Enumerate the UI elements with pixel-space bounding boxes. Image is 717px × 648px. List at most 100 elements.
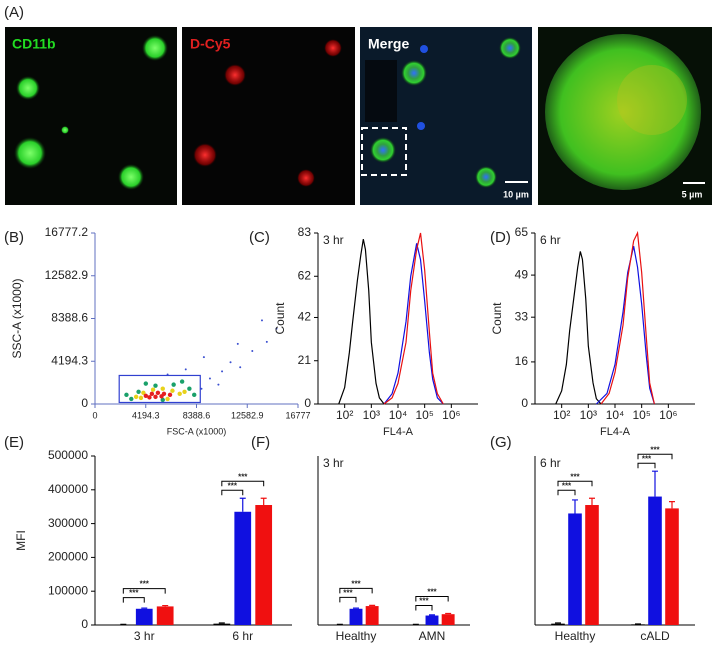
point [208,377,211,380]
x-tick-label: 16777 [285,410,310,420]
significance-label: *** [129,589,139,598]
scale-label: 10 µm [503,189,529,199]
significance-label: *** [642,454,652,463]
point [153,394,158,400]
point [143,381,149,386]
histogram-line [383,232,444,405]
point [192,392,197,398]
y-axis-label: MFI [14,530,28,551]
significance-label: *** [238,472,248,481]
y-tick-label: 83 [298,225,312,239]
y-tick-label: 0 [81,617,88,631]
y-tick-label: 33 [515,309,529,323]
error-bar [162,604,169,607]
point [236,342,239,345]
y-tick-label: 0 [521,396,528,410]
x-tick-label: 12582.9 [231,410,264,420]
point [147,395,152,400]
image-panel: D-Cy5 [182,27,355,205]
panel-label: (D) [490,229,511,246]
significance-label: *** [427,588,437,597]
bar [631,624,645,625]
y-tick-label: 62 [298,268,312,282]
zoom-box [361,127,407,176]
annotation: 6 hr [540,456,561,470]
y-tick-label: 400000 [48,482,88,496]
panel-label: (E) [4,434,24,451]
significance-label: *** [343,589,353,598]
x-tick-label: 6 hr [232,629,253,643]
x-tick-label: 0 [92,410,97,420]
significance-bracket [637,462,656,469]
x-tick-label: 10⁴ [606,408,625,422]
annotation: 6 hr [540,233,561,247]
bar [551,623,565,625]
point [217,383,220,386]
point [275,327,278,330]
y-tick-label: 500000 [48,448,88,462]
error-bar [572,499,578,514]
y-tick-label: 8388.6 [51,311,88,325]
x-tick-label: 10⁴ [389,408,408,422]
image-label: CD11b [12,36,56,52]
cell [499,37,521,59]
x-tick-label: 3 hr [134,629,155,643]
point [133,394,139,400]
cell [224,64,246,86]
x-tick-label: 10⁶ [659,408,677,422]
bar [568,513,582,625]
significance-bracket [415,596,449,602]
image-panel: 5 µm [538,27,712,205]
bar [234,511,252,625]
y-tick-label: 0 [304,396,311,410]
x-tick-label: 10² [336,408,353,422]
y-tick-label: 65 [515,225,529,239]
x-tick-label: 10² [553,408,570,422]
point [150,387,156,392]
point [159,394,164,399]
bar [585,505,599,625]
significance-label: *** [228,481,238,490]
point [143,393,149,399]
y-tick-label: 100000 [48,583,88,597]
point [160,397,165,403]
image-label: D-Cy5 [190,36,231,52]
histogram-line [383,243,444,405]
point [136,389,141,394]
gate [118,374,201,404]
cell [61,126,69,134]
error-bar [353,607,359,609]
y-tick-label: 42 [298,310,312,324]
significance-bracket [221,489,244,496]
y-axis-label: Count [273,302,287,335]
bar [156,606,174,625]
histogram-line [600,230,655,405]
point [138,395,144,401]
annotation: 3 hr [323,233,344,247]
point [179,379,185,384]
point [153,383,158,388]
y-tick-label: 0 [81,396,88,410]
cell [417,122,425,130]
histogram-line [338,239,385,405]
error-bar [669,501,675,509]
image-panel: 10 µm Merge [360,27,532,205]
significance-label: *** [650,445,660,454]
panel-label: (C) [249,229,270,246]
significance-label: *** [570,472,580,481]
cell [193,143,217,167]
annotation: 3 hr [323,456,344,470]
shade [365,60,397,122]
histogram-line [555,251,602,405]
bar [135,608,153,625]
bar [255,505,273,625]
x-tick-label: 10⁶ [442,408,460,422]
error-bar [555,622,561,624]
x-tick-label: Healthy [336,629,377,643]
error-bar [369,604,376,607]
significance-bracket [637,453,673,460]
cell [142,35,168,61]
speckle [617,65,687,135]
significance-label: *** [140,580,150,589]
significance-label: *** [351,580,361,589]
